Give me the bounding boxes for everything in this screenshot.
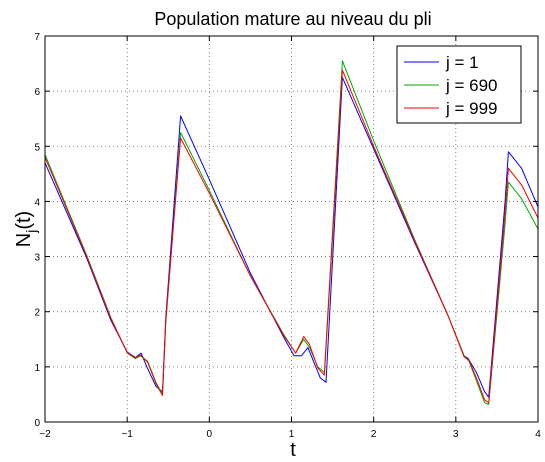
- series-line-2: [44, 60, 539, 405]
- axis-ticks: −2 −1 0 1 2 3 4 0 1 2 3 4 5 6 7: [34, 32, 541, 440]
- x-tick-label: −1: [121, 429, 133, 440]
- y-tick-label: 6: [34, 87, 40, 98]
- svg-text:Nj(t): Nj(t): [13, 211, 39, 247]
- legend-label-3: j = 999: [445, 99, 498, 118]
- x-tick-label: 2: [371, 429, 377, 440]
- y-axis-label: Nj(t): [13, 211, 39, 247]
- legend: j = 1 j = 690 j = 999: [396, 45, 522, 124]
- x-tick-label: 1: [289, 429, 295, 440]
- y-label-suffix: (t): [13, 211, 35, 230]
- series-line-1: [44, 76, 539, 398]
- y-tick-label: 7: [34, 32, 40, 43]
- y-label-subscript: j: [23, 230, 39, 234]
- series-line-3: [44, 69, 539, 404]
- x-tick-label: 0: [207, 429, 213, 440]
- y-tick-label: 5: [34, 142, 40, 153]
- legend-label-2: j = 690: [445, 76, 498, 95]
- y-tick-label: 3: [34, 253, 40, 264]
- y-tick-label: 1: [34, 363, 40, 374]
- y-tick-label: 0: [34, 418, 40, 429]
- x-tick-label: −2: [39, 429, 51, 440]
- chart-title: Population mature au niveau du pli: [154, 9, 431, 29]
- x-axis-label: t: [290, 439, 296, 461]
- y-tick-label: 4: [34, 197, 40, 208]
- grid: [45, 36, 538, 422]
- y-label-base: N: [13, 233, 35, 247]
- y-tick-label: 2: [34, 308, 40, 319]
- x-tick-label: 3: [453, 429, 459, 440]
- x-tick-label: 4: [535, 429, 541, 440]
- series-group: [44, 60, 539, 405]
- legend-label-1: j = 1: [445, 53, 479, 72]
